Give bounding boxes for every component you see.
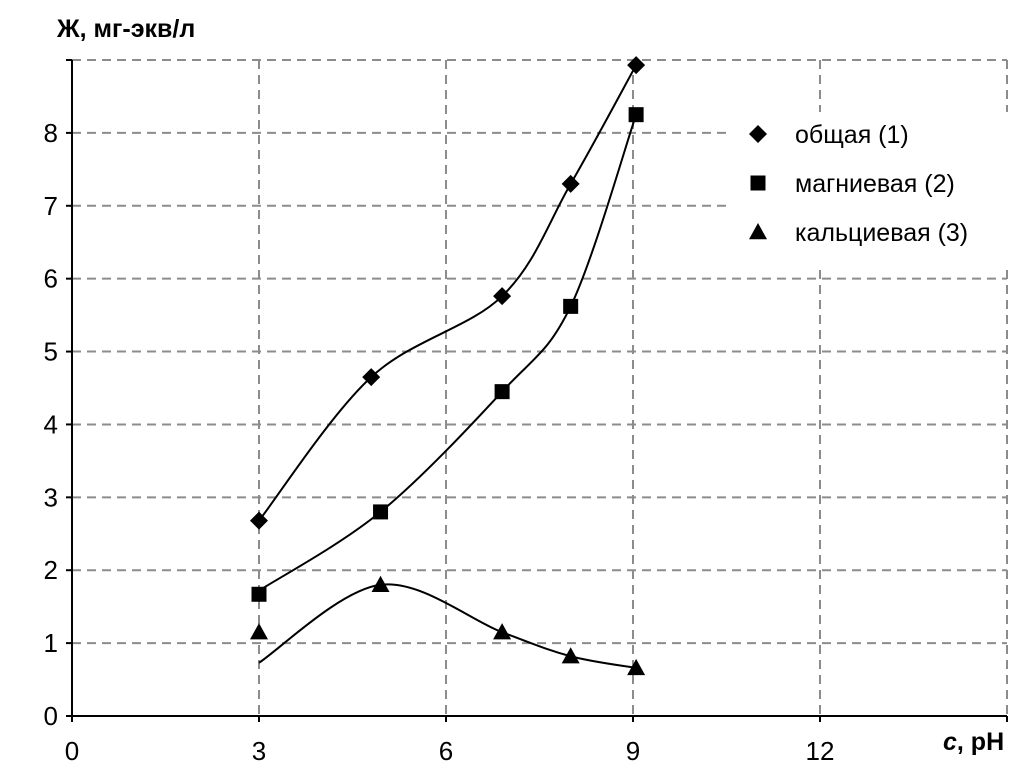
legend-marker-1: [749, 125, 767, 143]
legend-marker-2: [750, 175, 766, 191]
series-markers: [250, 56, 646, 676]
legend-label-3: кальциевая (3): [795, 219, 968, 247]
x-axis-label-variable: c: [943, 728, 957, 756]
x-axis-label: c, pH: [943, 728, 1004, 756]
x-tick-label: 9: [626, 736, 640, 766]
data-point-series-1: [493, 287, 512, 306]
data-point-series-1: [362, 368, 381, 387]
y-tick-label: 6: [44, 264, 58, 294]
grid: [72, 59, 1008, 716]
legend: общая (1) магниевая (2) кальциевая (3): [732, 112, 1019, 268]
legend-marker-3: [749, 223, 767, 240]
data-point-series-3: [561, 647, 580, 664]
data-point-series-2: [494, 384, 510, 400]
series-curve-3: [258, 583, 637, 669]
data-point-series-1: [250, 511, 268, 530]
data-point-series-2: [251, 586, 267, 602]
legend-label-1: общая (1): [795, 121, 909, 149]
legend-label-2: магниевая (2): [795, 170, 955, 198]
y-axis-label: Ж, мг-экв/л: [56, 15, 195, 43]
y-tick-label: 8: [44, 118, 58, 148]
data-point-series-2: [563, 298, 579, 314]
legend-background: [732, 112, 1019, 268]
data-point-series-3: [627, 658, 646, 676]
x-axis-label-unit: , pH: [957, 728, 1004, 756]
series-curves: [258, 64, 638, 669]
series-curve-2: [258, 114, 638, 592]
x-tick-label: 0: [65, 736, 79, 766]
x-tick-label: 12: [806, 736, 835, 766]
data-point-series-1: [561, 174, 580, 193]
y-tick-label: 4: [44, 409, 58, 439]
y-tick-label: 1: [44, 628, 58, 658]
y-tick-label: 3: [44, 482, 58, 512]
data-point-series-2: [628, 107, 644, 123]
x-tick-label: 3: [252, 736, 266, 766]
x-tick-label: 6: [439, 736, 453, 766]
data-point-series-3: [371, 575, 390, 592]
y-tick-label: 5: [44, 337, 58, 367]
data-point-series-3: [493, 623, 512, 640]
axes: [66, 59, 1008, 722]
y-tick-label: 2: [44, 555, 58, 585]
data-point-series-2: [373, 504, 389, 520]
data-point-series-3: [250, 623, 268, 640]
y-tick-label: 7: [44, 191, 58, 221]
data-point-series-1: [627, 56, 646, 75]
y-tick-label: 0: [44, 701, 58, 731]
